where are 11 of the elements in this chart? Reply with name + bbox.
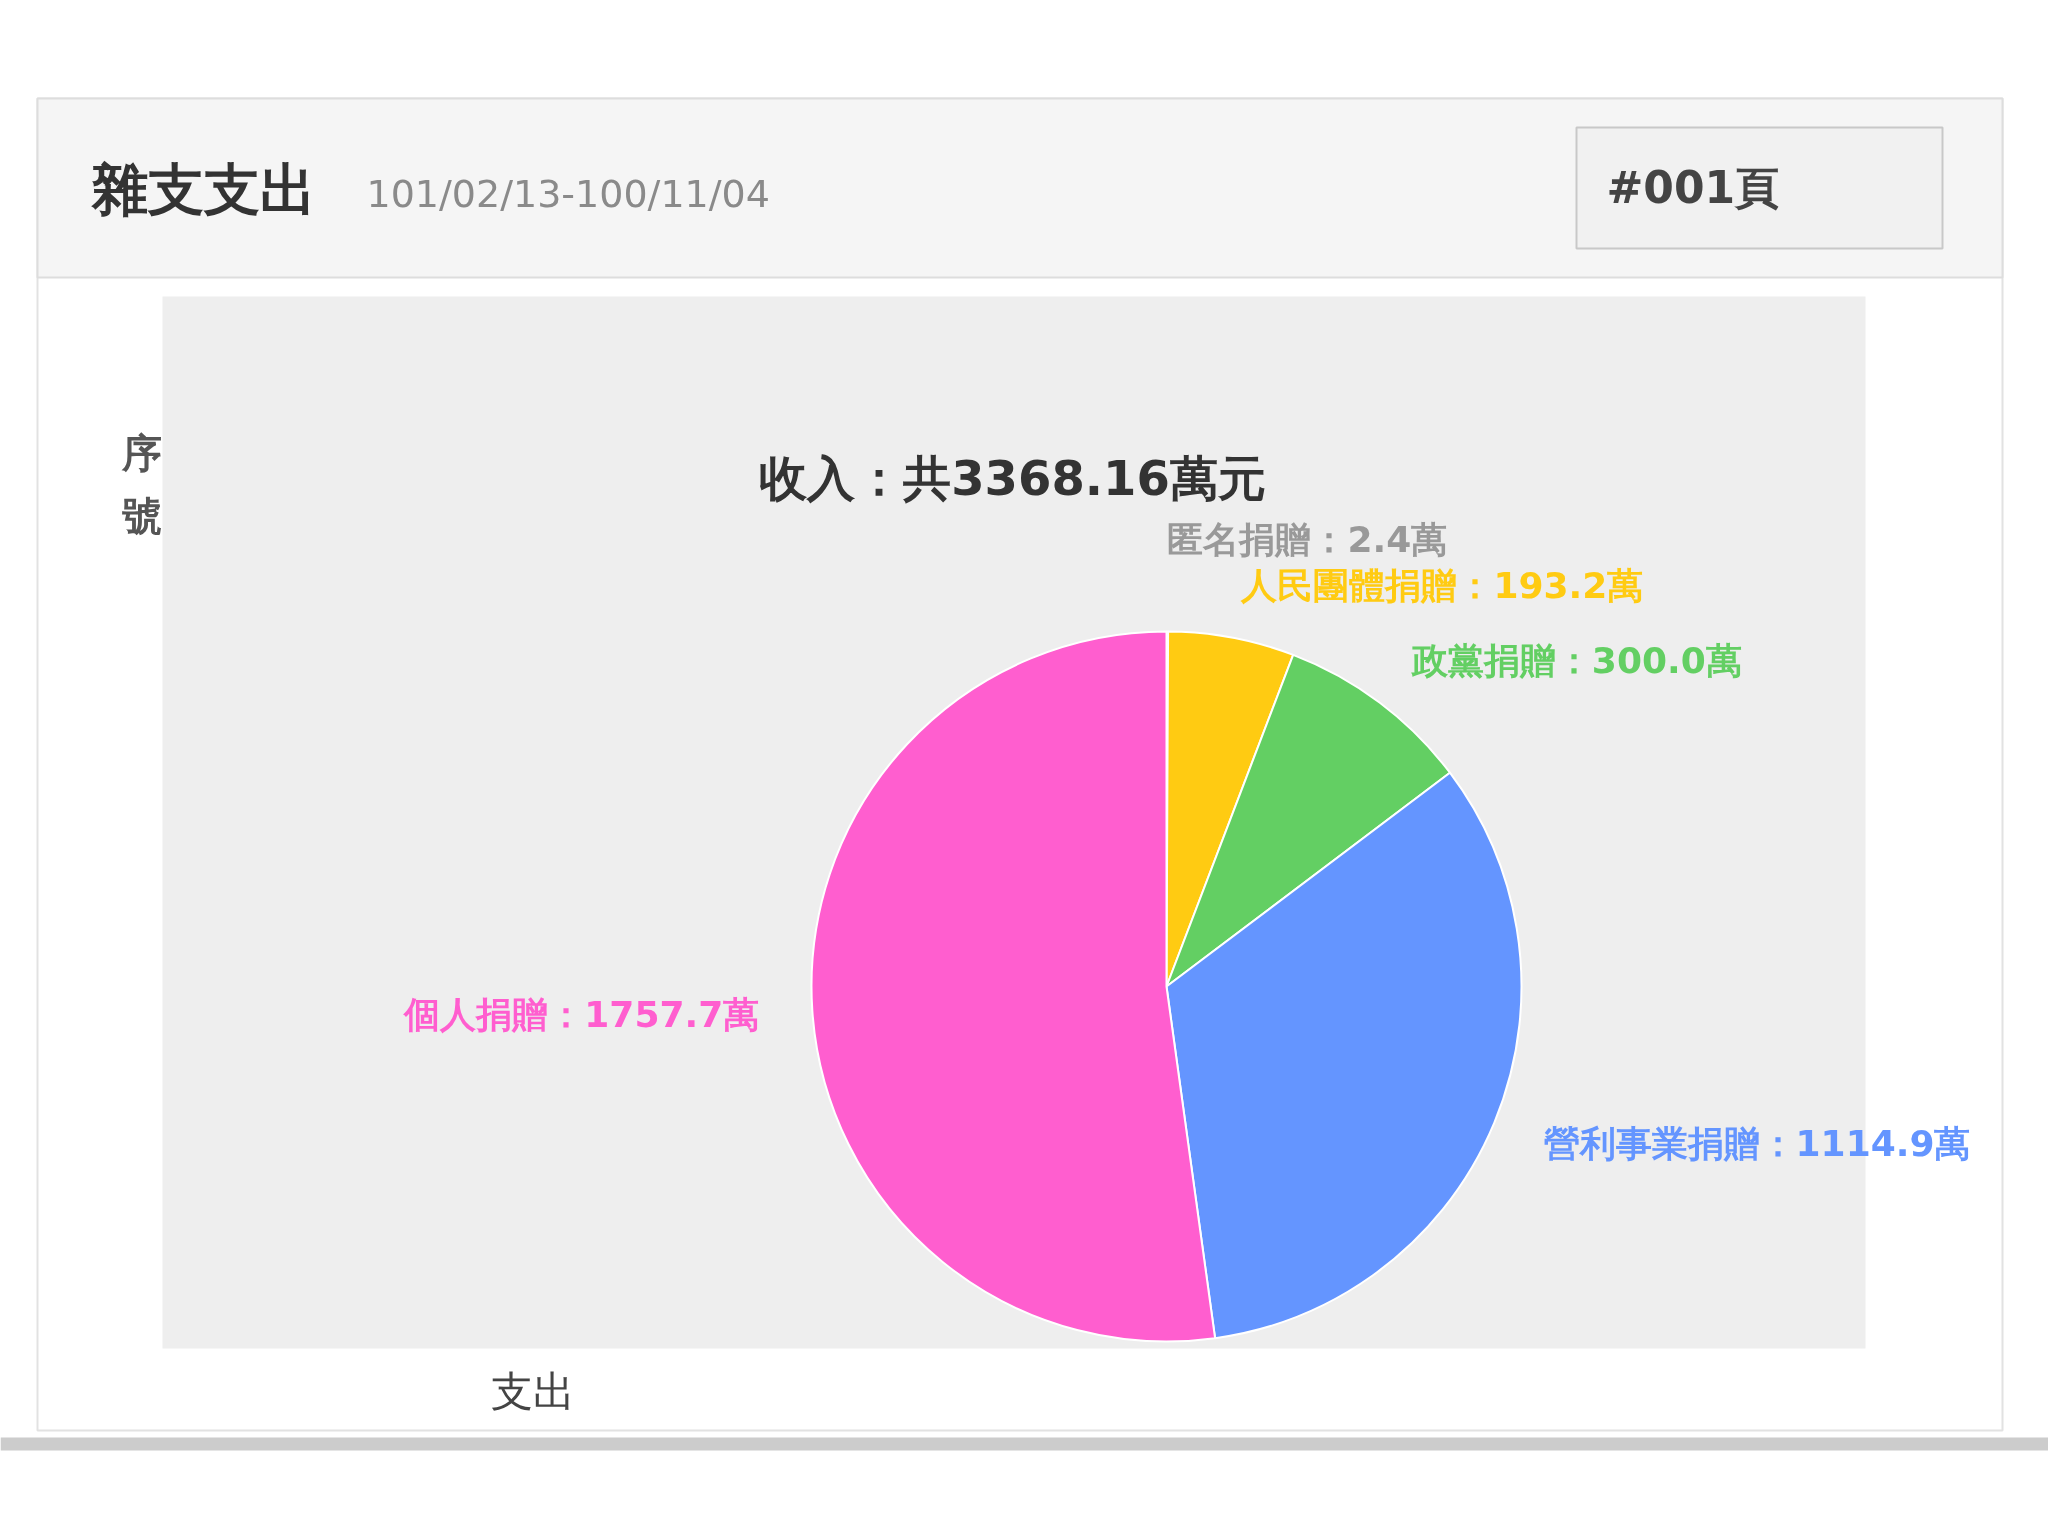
chart-title: 收入：共3368.16萬元 bbox=[759, 449, 1266, 506]
slice-label: 人民團體捐贈：193.2萬 bbox=[1240, 564, 1644, 606]
slice-label: 個人捐贈：1757.7萬 bbox=[402, 994, 760, 1035]
text: 序號 bbox=[120, 430, 162, 539]
text: 支出 bbox=[490, 1367, 575, 1416]
text: 雜支支出 bbox=[90, 157, 316, 222]
text: #001頁 bbox=[1606, 162, 1780, 213]
slice-label: 營利事業捐贈：1114.9萬 bbox=[1543, 1122, 1971, 1164]
slice-label: 政黨捐贈：300.0萬 bbox=[1410, 639, 1742, 681]
text: 101/02/13-100/11/04 bbox=[366, 171, 770, 216]
slice-label: 匿名捐贈：2.4萬 bbox=[1167, 518, 1448, 560]
